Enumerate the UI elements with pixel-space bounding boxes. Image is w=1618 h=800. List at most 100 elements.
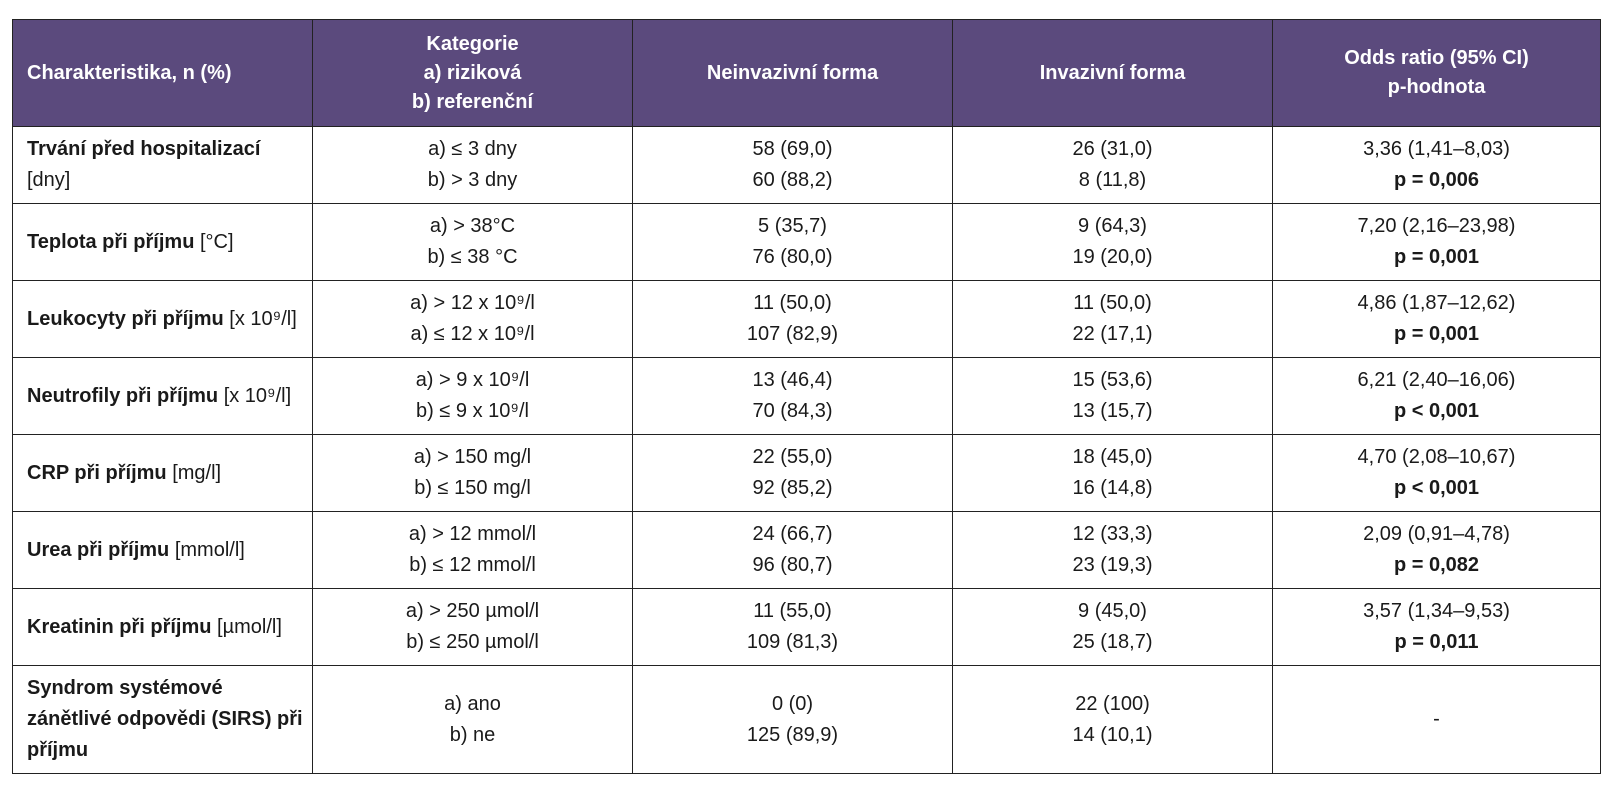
characteristic-unit: [x 10⁹/l] [229,307,297,330]
header-category: Kategorie a) riziková b) referenční [312,19,633,127]
category-risk: a) > 9 x 10⁹/l [415,369,530,391]
header-odds-ratio: Odds ratio (95% CI) p-hodnota [1272,19,1601,127]
invasive-risk: 15 (53,6) [1072,369,1153,391]
characteristic-cell: Leukocyty při příjmu [x 10⁹/l] [12,280,313,358]
odds-cell: 3,36 (1,41–8,03) p = 0,006 [1272,126,1601,204]
noninvasive-cell: 13 (46,4) 70 (84,3) [632,357,953,435]
characteristic-unit: [mg/l] [172,461,222,484]
category-reference: b) ≤ 12 mmol/l [409,554,536,576]
table-row: Syndrom systémové zánětlivé odpovědi (SI… [12,665,1601,774]
header-characteristic: Charakteristika, n (%) [12,19,313,127]
noninvasive-risk: 13 (46,4) [752,369,833,391]
invasive-cell: 9 (45,0) 25 (18,7) [952,588,1273,666]
noninvasive-cell: 5 (35,7) 76 (80,0) [632,203,953,281]
category-cell: a) ≤ 3 dny b) > 3 dny [312,126,633,204]
characteristic-unit: [mmol/l] [174,538,245,561]
p-value: p = 0,001 [1393,246,1480,268]
invasive-risk: 11 (50,0) [1073,292,1152,314]
characteristic-cell: Neutrofily při příjmu [x 10⁹/l] [12,357,313,435]
odds-cell: 4,86 (1,87–12,62) p = 0,001 [1272,280,1601,358]
noninvasive-cell: 24 (66,7) 96 (80,7) [632,511,953,589]
table-row: Trvání před hospitalizací [dny] a) ≤ 3 dn… [12,126,1601,204]
category-risk: a) ≤ 3 dny [428,138,517,160]
invasive-cell: 26 (31,0) 8 (11,8) [952,126,1273,204]
header-invasive: Invazivní forma [952,19,1273,127]
invasive-reference: 8 (11,8) [1078,169,1147,191]
category-reference: b) ≤ 250 µmol/l [406,631,539,653]
characteristic-unit: [dny] [27,169,71,191]
header-odds-title: Odds ratio (95% CI) [1344,47,1529,69]
invasive-risk: 9 (45,0) [1078,600,1147,622]
category-cell: a) > 38°C b) ≤ 38 °C [312,203,633,281]
noninvasive-reference: 92 (85,2) [752,477,833,499]
invasive-reference: 23 (19,3) [1072,554,1153,576]
odds-ratio-value: 7,20 (2,16–23,98) [1357,215,1516,237]
category-cell: a) > 9 x 10⁹/l b) ≤ 9 x 10⁹/l [312,357,633,435]
invasive-reference: 13 (15,7) [1072,400,1153,422]
characteristic-name: Urea při příjmu [27,538,170,561]
characteristic-cell: Trvání před hospitalizací [dny] [12,126,313,204]
noninvasive-cell: 0 (0) 125 (89,9) [632,665,953,774]
invasive-cell: 9 (64,3) 19 (20,0) [952,203,1273,281]
noninvasive-reference: 60 (88,2) [752,169,833,191]
characteristic-cell: CRP při příjmu [mg/l] [12,434,313,512]
invasive-cell: 11 (50,0) 22 (17,1) [952,280,1273,358]
p-value: p = 0,011 [1394,631,1479,653]
odds-cell: 2,09 (0,91–4,78) p = 0,082 [1272,511,1601,589]
table-row: CRP při příjmu [mg/l] a) > 150 mg/l b) ≤ 1… [12,434,1601,512]
table-body: Trvání před hospitalizací [dny] a) ≤ 3 dn… [12,126,1601,774]
odds-ratio-value: 3,36 (1,41–8,03) [1363,138,1510,160]
table-row: Leukocyty při příjmu [x 10⁹/l] a) > 12 x … [12,280,1601,358]
p-value: p = 0,001 [1393,323,1480,345]
characteristic-cell: Kreatinin při příjmu [µmol/l] [12,588,313,666]
table-row: Urea při příjmu [mmol/l] a) > 12 mmol/l b)… [12,511,1601,589]
characteristic-cell: Teplota při příjmu [°C] [12,203,313,281]
noninvasive-risk: 24 (66,7) [752,523,833,545]
category-cell: a) > 150 mg/l b) ≤ 150 mg/l [312,434,633,512]
category-reference: b) ≤ 38 °C [427,246,518,268]
characteristic-name: Leukocyty při příjmu [27,307,224,330]
noninvasive-reference: 70 (84,3) [752,400,833,422]
category-cell: a) ano b) ne [312,665,633,774]
category-cell: a) > 12 mmol/l b) ≤ 12 mmol/l [312,511,633,589]
table-row: Kreatinin při příjmu [µmol/l] a) > 250 µm… [12,588,1601,666]
characteristic-cell: Syndrom systémové zánětlivé odpovědi (SI… [12,665,313,774]
odds-ratio-value: 4,70 (2,08–10,67) [1357,446,1516,468]
odds-ratio-value: 2,09 (0,91–4,78) [1363,523,1510,545]
noninvasive-risk: 0 (0) [771,692,814,715]
characteristic-name: Neutrofily při příjmu [27,384,219,407]
odds-ratio-value: 6,21 (2,40–16,06) [1357,369,1516,391]
category-risk: a) > 12 mmol/l [408,523,537,545]
category-risk: a) ano [444,692,501,715]
noninvasive-risk: 58 (69,0) [752,138,833,160]
characteristic-name: CRP při příjmu [27,461,167,484]
header-category-risk: a) riziková [423,61,522,84]
category-reference: b) ≤ 150 mg/l [414,477,531,499]
invasive-risk: 9 (64,3) [1078,215,1147,237]
invasive-cell: 12 (33,3) 23 (19,3) [952,511,1273,589]
noninvasive-cell: 11 (50,0) 107 (82,9) [632,280,953,358]
p-value: p = 0,006 [1393,169,1480,191]
noninvasive-cell: 58 (69,0) 60 (88,2) [632,126,953,204]
odds-cell: 3,57 (1,34–9,53) p = 0,011 [1272,588,1601,666]
odds-cell: 7,20 (2,16–23,98) p = 0,001 [1272,203,1601,281]
invasive-risk: 18 (45,0) [1072,446,1153,468]
noninvasive-reference: 109 (81,3) [746,631,839,653]
noninvasive-cell: 11 (55,0) 109 (81,3) [632,588,953,666]
header-category-title: Kategorie [426,32,519,55]
table-header: Charakteristika, n (%) Kategorie a) rizi… [12,19,1601,127]
category-cell: a) > 12 x 10⁹/l a) ≤ 12 x 10⁹/l [312,280,633,358]
invasive-reference: 22 (17,1) [1072,323,1153,345]
invasive-risk: 12 (33,3) [1072,523,1153,545]
invasive-cell: 18 (45,0) 16 (14,8) [952,434,1273,512]
odds-ratio-value: 3,57 (1,34–9,53) [1363,600,1510,622]
characteristic-cell: Urea při příjmu [mmol/l] [12,511,313,589]
characteristic-name: Kreatinin při příjmu [27,615,212,638]
invasive-reference: 25 (18,7) [1072,631,1153,653]
invasive-risk: 22 (100) [1075,692,1150,715]
characteristic-unit: [µmol/l] [217,615,282,638]
odds-cell: 4,70 (2,08–10,67) p < 0,001 [1272,434,1601,512]
noninvasive-risk: 5 (35,7) [758,215,827,237]
noninvasive-reference: 107 (82,9) [746,323,839,345]
noninvasive-reference: 96 (80,7) [752,554,833,576]
